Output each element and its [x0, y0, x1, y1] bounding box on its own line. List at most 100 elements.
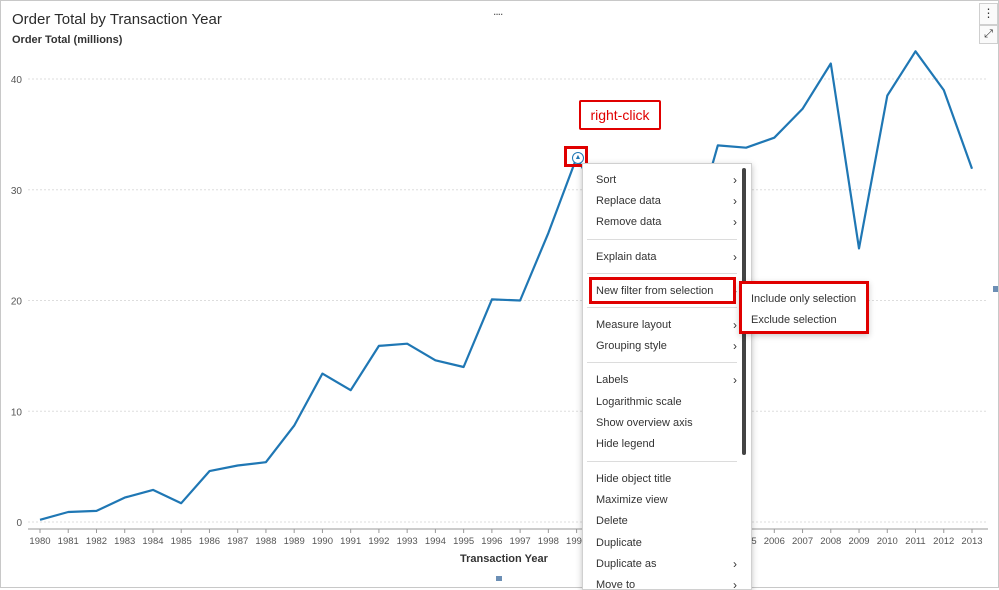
data-point[interactable] — [884, 93, 890, 99]
menu-item-explain-data[interactable]: Explain data › — [583, 247, 743, 268]
data-point[interactable] — [771, 135, 777, 141]
data-point[interactable] — [432, 357, 438, 363]
y-tick-label: 10 — [11, 407, 23, 418]
new-filter-submenu: Include only selection Exclude selection — [739, 281, 869, 334]
x-tick-label: 1992 — [368, 536, 389, 547]
menu-item-maximize-view[interactable]: Maximize view — [583, 490, 743, 511]
x-tick-label: 1987 — [227, 536, 248, 547]
data-point[interactable] — [941, 87, 947, 93]
maximize-icon[interactable]: ⤢ — [979, 25, 998, 44]
data-point[interactable] — [743, 145, 749, 151]
x-tick-label: 1984 — [142, 536, 163, 547]
menu-item-labels[interactable]: Labels › — [583, 370, 743, 391]
data-point[interactable] — [235, 463, 241, 469]
chevron-right-icon: › — [733, 318, 737, 332]
menu-item-show-overview-axis[interactable]: Show overview axis — [583, 413, 743, 434]
data-point[interactable] — [122, 495, 128, 501]
more-options-icon[interactable]: ⋮ — [979, 3, 998, 25]
chevron-right-icon: › — [733, 215, 737, 229]
menu-separator — [587, 307, 737, 308]
data-point[interactable] — [65, 509, 71, 515]
menu-item-replace-data[interactable]: Replace data › — [583, 191, 743, 212]
x-tick-label: 1994 — [425, 536, 446, 547]
y-axis-title: Order Total (millions) — [12, 34, 123, 46]
menu-item-grouping-style[interactable]: Grouping style › — [583, 336, 743, 357]
x-tick-label: 1981 — [58, 536, 79, 547]
menu-item-label: Duplicate — [596, 537, 642, 549]
menu-item-logarithmic-scale[interactable]: Logarithmic scale — [583, 392, 743, 413]
menu-item-duplicate-as[interactable]: Duplicate as › — [583, 554, 743, 575]
x-tick-label: 1991 — [340, 536, 361, 547]
menu-item-delete[interactable]: Delete — [583, 511, 743, 532]
exclude-selection-item[interactable]: Exclude selection — [751, 314, 837, 326]
menu-item-measure-layout[interactable]: Measure layout › — [583, 315, 743, 336]
chevron-right-icon: › — [733, 194, 737, 208]
chevron-right-icon: › — [733, 339, 737, 353]
data-point[interactable] — [517, 298, 523, 304]
x-tick-label: 2012 — [933, 536, 954, 547]
data-point[interactable] — [489, 296, 495, 302]
menu-item-duplicate[interactable]: Duplicate — [583, 533, 743, 554]
data-point[interactable] — [178, 500, 184, 506]
data-point[interactable] — [37, 517, 43, 523]
data-point[interactable] — [93, 508, 99, 514]
selected-point-highlight: ▲ — [564, 146, 588, 167]
x-tick-label: 2009 — [848, 536, 869, 547]
data-point[interactable] — [404, 341, 410, 347]
data-point[interactable] — [263, 459, 269, 465]
x-tick-label: 2010 — [877, 536, 898, 547]
selected-data-point-icon[interactable]: ▲ — [572, 152, 584, 164]
include-only-selection-item[interactable]: Include only selection — [751, 293, 857, 305]
menu-item-label: Measure layout — [596, 319, 672, 331]
right-click-callout: right-click — [579, 100, 661, 130]
new-filter-highlight — [589, 277, 736, 304]
y-tick-label: 20 — [11, 297, 23, 308]
data-point[interactable] — [376, 343, 382, 349]
x-tick-label: 1988 — [255, 536, 276, 547]
data-point[interactable] — [969, 166, 975, 172]
drag-handle[interactable]: .... — [493, 4, 503, 18]
x-tick-label: 2006 — [764, 536, 785, 547]
menu-item-hide-object-title[interactable]: Hide object title — [583, 469, 743, 490]
menu-item-label: Show overview axis — [596, 417, 693, 429]
resize-handle-right[interactable] — [993, 286, 998, 292]
menu-separator — [587, 273, 737, 274]
menu-item-label: Sort — [596, 174, 617, 186]
data-point[interactable] — [150, 487, 156, 493]
x-tick-label: 1985 — [171, 536, 192, 547]
data-point[interactable] — [800, 106, 806, 112]
menu-item-label: Maximize view — [596, 494, 668, 506]
menu-item-label: Duplicate as — [596, 558, 657, 570]
menu-item-move-to[interactable]: Move to › — [583, 575, 743, 589]
chevron-right-icon: › — [733, 173, 737, 187]
resize-handle-bottom[interactable] — [496, 576, 502, 581]
data-point[interactable] — [913, 48, 919, 54]
context-menu: Sort › Replace data › Remove data › Explain da… — [582, 163, 752, 590]
data-point[interactable] — [461, 364, 467, 370]
x-tick-label: 1986 — [199, 536, 220, 547]
x-tick-label: 1980 — [29, 536, 50, 547]
data-point[interactable] — [291, 423, 297, 429]
data-point[interactable] — [206, 468, 212, 474]
data-point[interactable] — [856, 245, 862, 251]
menu-item-hide-legend[interactable]: Hide legend — [583, 434, 743, 455]
menu-item-label: Replace data — [596, 195, 661, 207]
x-tick-label: 1982 — [86, 536, 107, 547]
menu-item-label: Delete — [596, 515, 628, 527]
series-line[interactable] — [39, 50, 974, 521]
data-point[interactable] — [348, 387, 354, 393]
menu-item-label: Hide legend — [596, 438, 655, 450]
menu-item-sort[interactable]: Sort › — [583, 170, 743, 191]
y-tick-label: 30 — [11, 186, 23, 197]
data-point[interactable] — [319, 371, 325, 377]
menu-item-label: Grouping style — [596, 340, 667, 352]
chevron-right-icon: › — [733, 557, 737, 571]
data-point[interactable] — [828, 60, 834, 66]
menu-item-label: Explain data — [596, 251, 657, 263]
data-point[interactable] — [545, 230, 551, 236]
menu-item-label: New filter from selection — [596, 285, 714, 297]
data-point[interactable] — [715, 142, 721, 148]
menu-item-remove-data[interactable]: Remove data › — [583, 212, 743, 233]
x-tick-label: 1993 — [397, 536, 418, 547]
